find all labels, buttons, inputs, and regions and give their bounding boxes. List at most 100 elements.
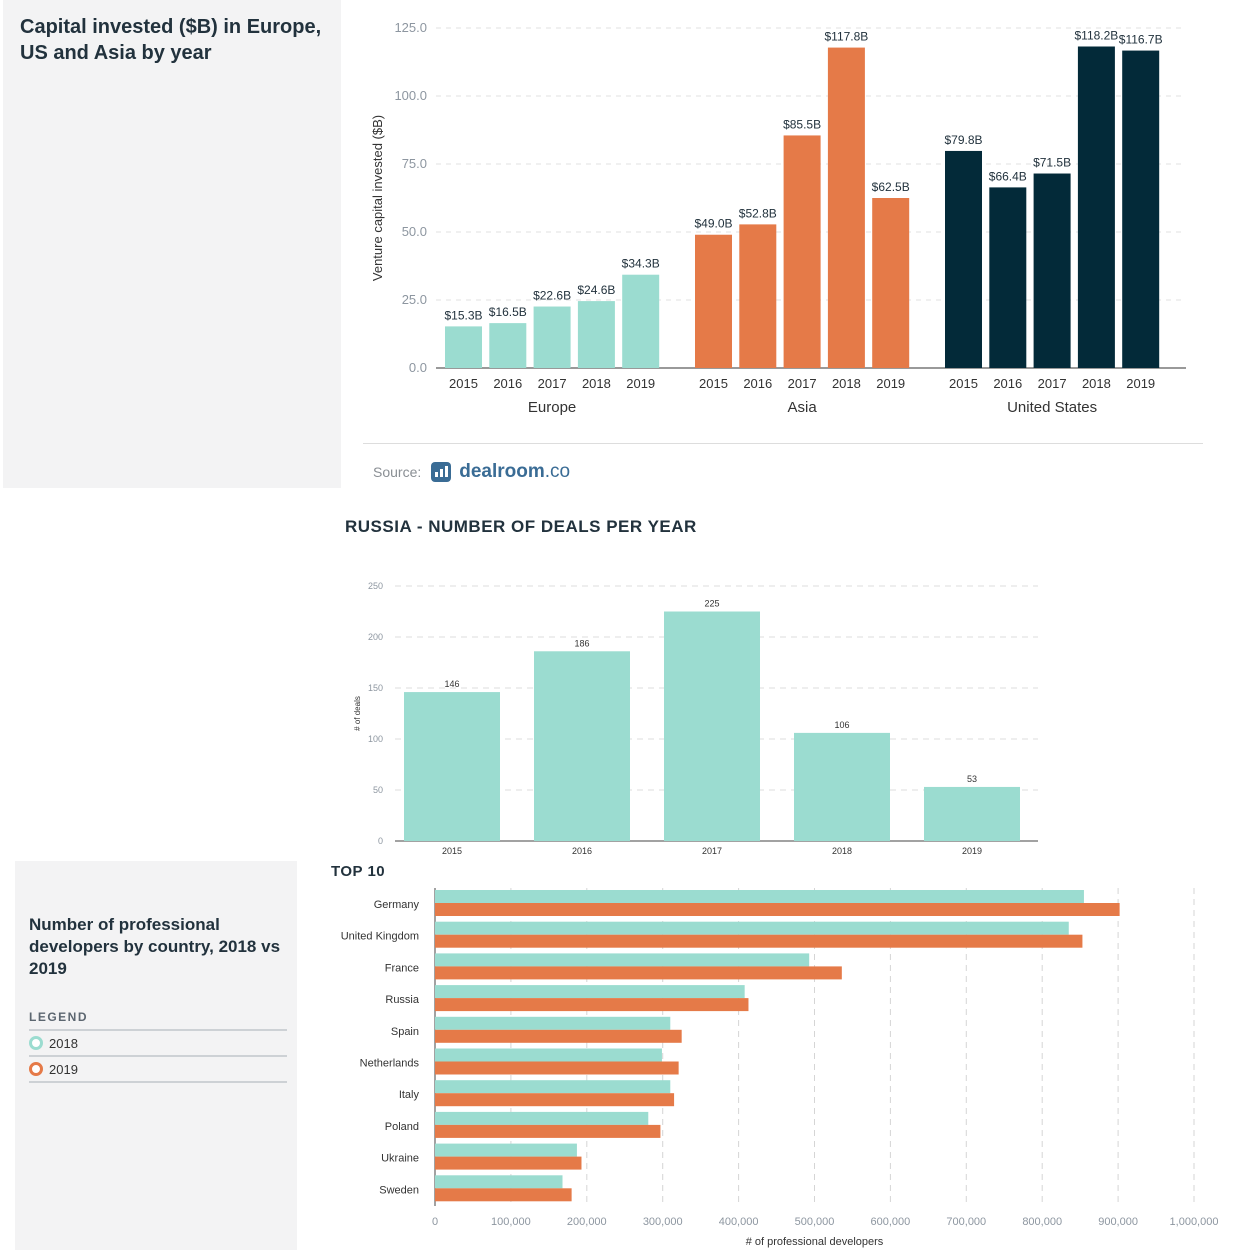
bar-2019 [435,1029,682,1043]
bar-2019 [435,903,1120,916]
y-tick-label: United Kingdom [341,931,419,943]
x-tick-label: 800,000 [1022,1216,1062,1228]
legend-label: 2018 [49,1035,78,1051]
data-label: 186 [574,638,589,648]
y-tick-label: Poland [385,1121,419,1133]
bar-2019 [435,1093,675,1107]
y-tick-label: 100.0 [394,88,427,103]
y-tick-label: France [385,962,419,974]
chart2-title: RUSSIA - NUMBER OF DEALS PER YEAR [345,517,697,536]
legend-item-2019[interactable]: 2019 [29,1057,287,1083]
y-axis-label: Venture capital invested ($B) [370,115,385,281]
y-tick-label: 200 [368,632,383,642]
x-tick-label: 2015 [949,376,978,391]
x-tick-label: 2017 [1038,376,1067,391]
x-tick-label: 2017 [702,846,722,856]
x-tick-label: 600,000 [871,1216,911,1228]
data-label: 146 [444,679,459,689]
x-tick-label: 2018 [1082,376,1111,391]
bar-europe [445,326,482,368]
dealroom-logo-icon [431,462,452,482]
x-tick-label: 100,000 [491,1216,531,1228]
y-tick-label: Spain [391,1026,419,1038]
bar-deals [404,692,500,841]
bar-europe [489,323,527,368]
data-label: $49.0B [694,217,732,231]
legend-dot-icon [29,1062,43,1076]
bar-europe [577,301,615,368]
source-label: Source: [373,464,422,480]
bar-deals [794,732,890,841]
x-tick-label: 2015 [449,376,478,391]
bar-2019 [435,998,749,1012]
y-tick-label: Sweden [379,1184,419,1196]
data-label: $16.5B [489,305,527,319]
data-label: $71.5B [1033,156,1071,170]
data-label: $15.3B [444,308,482,322]
data-label: $79.8B [944,133,982,147]
y-tick-label: Netherlands [360,1058,420,1070]
bar-2018 [435,1016,671,1030]
x-tick-label: 2019 [876,376,905,391]
bar-2018 [435,1175,563,1189]
x-tick-label: 300,000 [643,1216,683,1228]
y-tick-label: 50.0 [402,224,427,239]
data-label: 225 [704,599,719,609]
bar-asia [695,234,732,368]
bar-2018 [435,890,1084,903]
data-label: $52.8B [739,206,777,220]
x-tick-label: 2019 [962,846,982,856]
bar-2019 [435,934,1083,948]
x-tick-label: 2018 [582,376,611,391]
bar-2018 [435,1143,577,1157]
dealroom-brand: dealroom [459,461,545,482]
y-tick-label: Ukraine [381,1153,419,1165]
bar-2018 [435,1048,662,1062]
bar-2018 [435,1080,671,1094]
bar-united-states [1122,50,1160,369]
x-tick-label: 2017 [788,376,817,391]
bar-united-states [945,150,982,368]
y-tick-label: 125.0 [394,20,427,35]
data-label: $62.5B [872,180,910,194]
chart3-subtitle: TOP 10 [331,863,386,880]
x-tick-label: 500,000 [795,1216,835,1228]
x-tick-label: 2016 [493,376,522,391]
data-label: $116.7B [1119,33,1163,47]
y-tick-label: 0 [378,836,383,846]
x-tick-label: 700,000 [946,1216,986,1228]
bar-2019 [435,966,842,980]
x-tick-label: 2019 [626,376,655,391]
x-tick-label: 200,000 [567,1216,607,1228]
data-label: 53 [967,774,977,784]
y-tick-label: 250 [368,581,383,591]
x-tick-label: 2018 [832,846,852,856]
x-tick-label: 2016 [572,846,592,856]
dealroom-logo-text[interactable]: dealroom.co [459,461,570,483]
bar-2019 [435,1124,661,1138]
bar-asia [827,47,865,369]
bar-united-states [1077,46,1115,368]
y-tick-label: Italy [399,1089,420,1101]
bar-europe [533,306,571,368]
legend-heading: LEGEND [29,1010,287,1031]
bar-united-states [1033,173,1071,368]
x-axis-label: # of professional developers [746,1236,884,1248]
dealroom-brand-suffix: .co [544,461,571,482]
legend-dot-icon [29,1036,43,1050]
chart2-russia-deals: 0 50 100 150 200 250 # of deals 146 2015 186 2016 2… [353,581,1038,856]
bar-2018 [435,953,810,967]
bar-asia [872,198,910,368]
legend-label: 2019 [49,1061,78,1077]
y-axis-label: # of deals [353,696,362,731]
bar-2018 [435,921,1069,935]
bar-asia [783,135,821,368]
bar-2019 [435,1188,572,1202]
data-label: $24.6B [577,283,615,297]
bar-2018 [435,985,745,999]
source-divider [363,443,1203,444]
data-label: $22.6B [533,289,571,303]
bar-asia [739,224,777,368]
legend-item-2018[interactable]: 2018 [29,1031,287,1057]
x-tick-label: 2015 [442,846,462,856]
